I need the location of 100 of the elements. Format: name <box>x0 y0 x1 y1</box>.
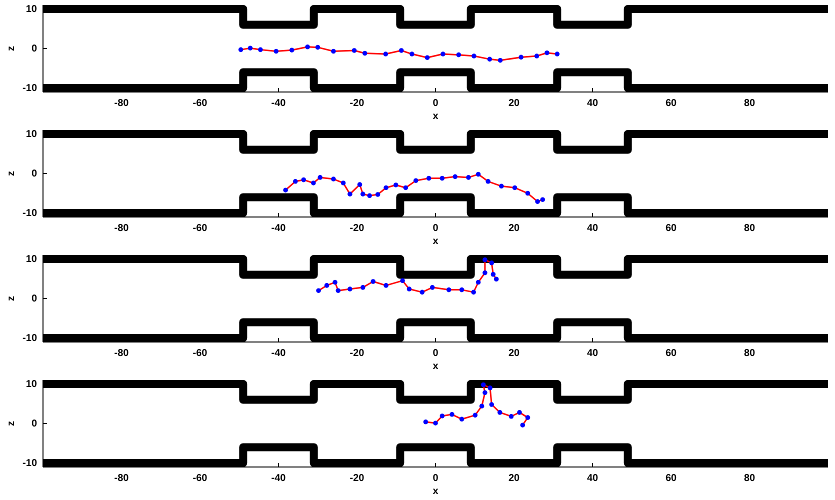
point <box>512 185 518 190</box>
x-tick-label: 80 <box>744 98 756 109</box>
point <box>289 48 294 52</box>
point <box>238 47 244 52</box>
point <box>466 175 471 180</box>
point <box>367 193 372 198</box>
point <box>459 416 464 422</box>
y-axis-title: z <box>6 421 17 426</box>
y-axis-title: z <box>6 171 17 176</box>
y-axis-title: z <box>6 296 17 301</box>
x-tick-label: -20 <box>350 473 365 484</box>
point <box>535 199 540 204</box>
x-tick-label: 0 <box>432 473 439 484</box>
x-tick-label: -60 <box>192 348 208 359</box>
x-tick-label: 60 <box>665 98 677 109</box>
x-tick-label: 20 <box>508 473 520 484</box>
point <box>375 192 380 197</box>
x-tick-label: 40 <box>586 223 598 234</box>
x-tick-label: 60 <box>665 223 677 234</box>
point <box>456 52 462 58</box>
point <box>413 178 418 184</box>
point <box>499 184 504 189</box>
point <box>471 290 476 295</box>
x-tick-label: 40 <box>586 98 598 109</box>
point <box>525 415 530 420</box>
point <box>518 54 524 60</box>
point <box>331 48 336 54</box>
x-tick-label: 20 <box>508 223 520 234</box>
x-tick-label: -40 <box>271 98 286 109</box>
point <box>283 188 288 192</box>
x-tick-label: 40 <box>586 348 598 359</box>
point <box>423 420 428 424</box>
point <box>472 54 476 58</box>
point <box>393 182 398 188</box>
point <box>360 192 366 196</box>
point <box>480 382 486 388</box>
point <box>426 176 432 181</box>
point <box>370 279 376 284</box>
point <box>452 174 458 180</box>
point <box>440 414 445 418</box>
x-tick-label: 0 <box>432 98 439 109</box>
point <box>517 410 522 415</box>
point <box>482 270 488 276</box>
y-tick-label: 0 <box>31 294 38 305</box>
point <box>311 180 316 186</box>
y-tick-label: 10 <box>26 379 38 390</box>
point <box>384 185 388 190</box>
point <box>498 58 503 63</box>
y-tick-label: 10 <box>26 4 38 16</box>
x-tick-label: -60 <box>192 473 208 484</box>
point <box>352 48 357 53</box>
x-tick-label: -60 <box>192 223 208 234</box>
point <box>292 179 298 184</box>
y-tick-label: -10 <box>22 333 38 344</box>
x-tick-label: -20 <box>350 223 365 234</box>
point <box>544 50 550 56</box>
y-tick-label: 10 <box>26 254 38 266</box>
point <box>440 52 446 56</box>
y-tick-label: 0 <box>31 168 38 180</box>
x-tick-label: -80 <box>114 348 130 359</box>
point <box>459 287 464 292</box>
x-tick-label: 80 <box>744 223 756 234</box>
point <box>488 386 492 390</box>
point <box>540 197 546 202</box>
point <box>489 402 494 407</box>
point <box>410 52 414 56</box>
point <box>482 390 488 396</box>
x-tick-label: 20 <box>508 98 520 109</box>
point <box>487 56 492 62</box>
x-tick-label: -60 <box>192 98 208 109</box>
point <box>315 44 320 50</box>
point <box>332 280 338 285</box>
point <box>433 420 438 426</box>
point <box>450 412 454 417</box>
x-axis-title: x <box>432 111 439 122</box>
point <box>383 52 388 56</box>
x-tick-label: 80 <box>744 348 756 359</box>
y-tick-label: 0 <box>31 418 38 430</box>
x-tick-label: 60 <box>665 348 677 359</box>
x-tick-label: -40 <box>271 223 286 234</box>
point <box>336 288 341 293</box>
y-tick-label: -10 <box>22 458 38 470</box>
point <box>324 283 330 288</box>
point <box>362 50 368 56</box>
point <box>340 180 346 186</box>
point <box>420 290 425 295</box>
point <box>316 288 321 293</box>
y-tick-label: 0 <box>31 44 38 55</box>
point <box>476 280 481 285</box>
point <box>440 176 445 181</box>
point <box>446 287 452 292</box>
point <box>525 190 530 196</box>
x-tick-label: 0 <box>432 348 439 359</box>
x-tick-label: -20 <box>350 98 365 109</box>
point <box>406 286 412 292</box>
x-tick-label: -20 <box>350 348 365 359</box>
point <box>476 172 481 177</box>
point <box>274 48 279 54</box>
point <box>494 276 499 282</box>
x-tick-label: 0 <box>432 223 439 234</box>
